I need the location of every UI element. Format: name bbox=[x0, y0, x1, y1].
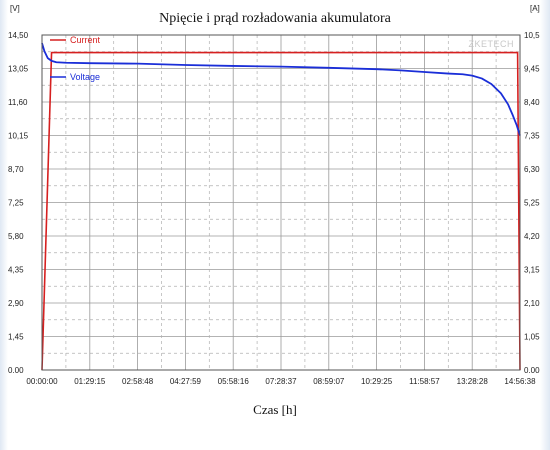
y-right-tick-label: 2,10 bbox=[524, 299, 540, 308]
y-right-tick-label: 8,40 bbox=[524, 98, 540, 107]
y-right-tick-label: 7,35 bbox=[524, 132, 540, 141]
chart-title: Npięcie i prąd rozładowania akumulatora bbox=[159, 11, 391, 26]
series-line-voltage bbox=[41, 42, 521, 136]
y-right-tick-labels: 0.00 1,05 2,10 3,15 4,20 5,25 6,30 7,35 8,40 9,45… bbox=[524, 31, 540, 375]
y-left-tick-label: 7,25 bbox=[8, 199, 24, 208]
y-right-tick-label: 10,5 bbox=[524, 31, 540, 40]
y-left-tick-label: 1,45 bbox=[8, 333, 24, 342]
legend-current-label: Current bbox=[70, 35, 101, 45]
x-tick-label: 01:29:15 bbox=[74, 377, 106, 386]
y-right-tick-label: 4,20 bbox=[524, 232, 540, 241]
x-tick-label: 14:56:38 bbox=[504, 377, 536, 386]
x-tick-label: 10:29:25 bbox=[361, 377, 393, 386]
x-tick-label: 07:28:37 bbox=[265, 377, 297, 386]
y-right-tick-label: 5,25 bbox=[524, 199, 540, 208]
plot-border bbox=[41, 34, 521, 371]
x-tick-label: 11:58:57 bbox=[409, 377, 440, 386]
y-left-tick-label: 8,70 bbox=[8, 165, 24, 174]
x-tick-labels: 00:00:00 01:29:15 02:58:48 04:27:59 05:58:16… bbox=[26, 377, 536, 386]
x-axis-label: Czas [h] bbox=[253, 402, 297, 417]
x-tick-label: 08:59:07 bbox=[313, 377, 345, 386]
y-left-tick-label: 0.00 bbox=[8, 366, 24, 375]
x-tick-label: 00:00:00 bbox=[26, 377, 58, 386]
y-left-tick-label: 4,35 bbox=[8, 266, 24, 275]
right-page-margin bbox=[540, 0, 550, 450]
legend: Current Voltage bbox=[50, 35, 101, 82]
watermark: ZKETECH bbox=[468, 39, 514, 49]
left-axis-unit: [V] bbox=[10, 4, 20, 13]
y-left-tick-label: 10,15 bbox=[8, 132, 29, 141]
x-tick-label: 04:27:59 bbox=[170, 377, 202, 386]
series-layer bbox=[41, 42, 521, 371]
series-line-current bbox=[41, 51, 521, 371]
y-left-tick-label: 14,50 bbox=[8, 31, 29, 40]
x-tick-label: 05:58:16 bbox=[218, 377, 250, 386]
y-left-tick-label: 5,80 bbox=[8, 232, 24, 241]
y-right-tick-label: 3,15 bbox=[524, 266, 540, 275]
grid bbox=[41, 34, 521, 371]
y-right-tick-label: 9,45 bbox=[524, 65, 540, 74]
x-tick-label: 02:58:48 bbox=[122, 377, 154, 386]
x-tick-label: 13:28:28 bbox=[457, 377, 489, 386]
y-left-tick-label: 11,60 bbox=[8, 98, 28, 107]
y-right-tick-label: 0.00 bbox=[524, 366, 540, 375]
y-right-tick-label: 1,05 bbox=[524, 333, 540, 342]
y-left-tick-label: 2,90 bbox=[8, 299, 24, 308]
y-right-tick-label: 6,30 bbox=[524, 165, 540, 174]
y-left-tick-labels: 0.00 1,45 2,90 4,35 5,80 7,25 8,70 10,15 11,60 13… bbox=[8, 31, 29, 375]
left-page-margin bbox=[0, 0, 8, 450]
legend-voltage-label: Voltage bbox=[70, 72, 100, 82]
y-left-tick-label: 13,05 bbox=[8, 65, 29, 74]
right-axis-unit: [A] bbox=[530, 4, 540, 13]
